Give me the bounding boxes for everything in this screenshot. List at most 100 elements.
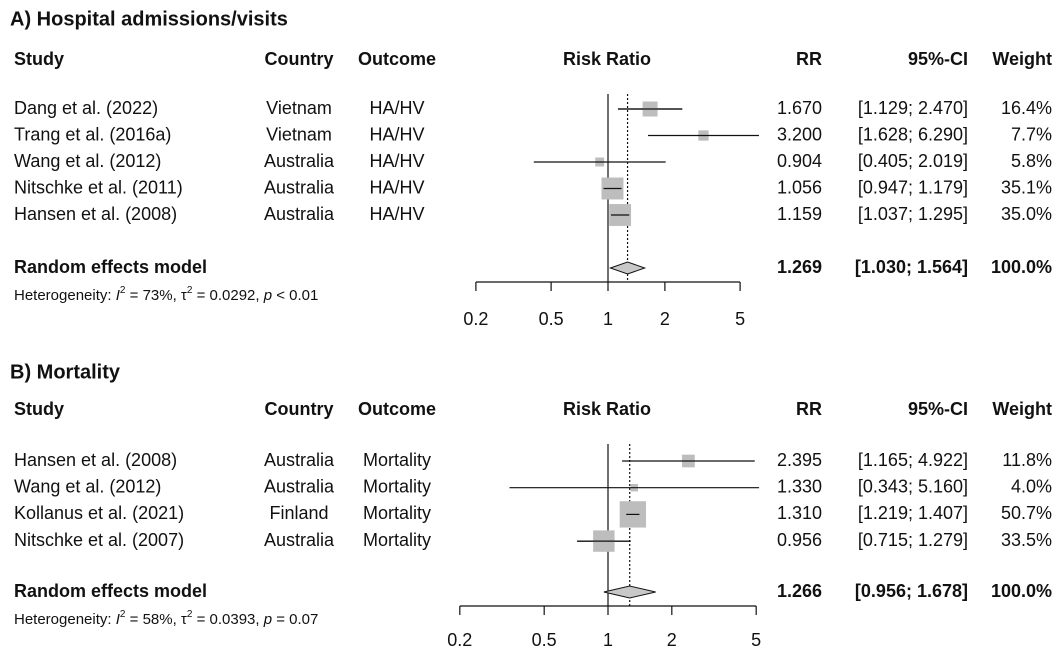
heterogeneity-part: 2 <box>187 609 193 620</box>
outcome: Mortality <box>363 503 431 523</box>
rr-label: 1.159 <box>777 204 822 224</box>
country: Australia <box>264 450 335 470</box>
outcome: Mortality <box>363 530 431 550</box>
heterogeneity-part: = 73%, <box>125 287 180 304</box>
rr-label: 0.904 <box>777 151 822 171</box>
rr-label: 1.330 <box>777 476 822 496</box>
study-name: Nitschke et al. (2011) <box>14 177 183 197</box>
summary-weight: 100.0% <box>991 257 1052 277</box>
country: Australia <box>264 151 335 171</box>
heterogeneity: Heterogeneity: I2 = 58%, τ2 = 0.0393, p … <box>14 609 318 628</box>
heterogeneity-part: Heterogeneity: <box>14 611 116 628</box>
column-header: Country <box>265 399 334 419</box>
weight-label: 5.8% <box>1011 151 1052 171</box>
country: Australia <box>264 476 335 496</box>
heterogeneity-part: Heterogeneity: <box>14 287 116 304</box>
ci-label: [0.343; 5.160] <box>858 476 968 496</box>
weight-label: 16.4% <box>1001 98 1052 118</box>
country: Australia <box>264 177 335 197</box>
rr-label: 1.670 <box>777 98 822 118</box>
rr-label: 1.310 <box>777 503 822 523</box>
x-tick-label: 2 <box>660 309 670 329</box>
heterogeneity-part: 2 <box>187 285 193 296</box>
summary-rr: 1.266 <box>777 581 822 601</box>
weight-label: 11.8% <box>1002 450 1052 470</box>
rr-label: 3.200 <box>777 124 822 144</box>
outcome: Mortality <box>363 476 431 496</box>
column-header: Weight <box>992 49 1052 69</box>
ci-label: [1.129; 2.470] <box>858 98 968 118</box>
country: Australia <box>264 530 335 550</box>
x-tick-label: 0.5 <box>532 630 557 650</box>
summary-ci: [0.956; 1.678] <box>855 581 968 601</box>
column-header: Weight <box>992 399 1052 419</box>
column-header: Outcome <box>358 399 436 419</box>
heterogeneity-part: I <box>116 287 120 304</box>
column-header: 95%-CI <box>908 49 968 69</box>
column-header: Study <box>14 399 64 419</box>
heterogeneity: Heterogeneity: I2 = 73%, τ2 = 0.0292, p … <box>14 285 318 304</box>
column-header: 95%-CI <box>908 399 968 419</box>
heterogeneity-part: < 0.01 <box>272 287 318 304</box>
heterogeneity-part: τ <box>181 287 187 304</box>
country: Australia <box>264 204 335 224</box>
x-tick-label: 1 <box>603 309 613 329</box>
column-header: RR <box>796 49 822 69</box>
x-tick-label: 0.2 <box>463 309 488 329</box>
rr-label: 1.056 <box>777 177 822 197</box>
study-name: Dang et al. (2022) <box>14 98 158 118</box>
x-tick-label: 2 <box>667 630 677 650</box>
heterogeneity-part: = 0.0292, <box>192 287 263 304</box>
heterogeneity-part: 2 <box>120 285 126 296</box>
study-name: Trang et al. (2016a) <box>14 124 171 144</box>
column-header: RR <box>796 399 822 419</box>
weight-label: 33.5% <box>1001 530 1052 550</box>
country: Vietnam <box>266 98 332 118</box>
column-header: Risk Ratio <box>563 49 651 69</box>
country: Finland <box>269 503 328 523</box>
summary-label: Random effects model <box>14 257 207 277</box>
heterogeneity-part: 2 <box>120 609 126 620</box>
x-tick-label: 1 <box>603 630 613 650</box>
heterogeneity-part: = 58%, <box>125 611 180 628</box>
summary-weight: 100.0% <box>991 581 1052 601</box>
weight-label: 4.0% <box>1011 476 1052 496</box>
study-name: Wang et al. (2012) <box>14 476 161 496</box>
weight-label: 35.0% <box>1001 204 1052 224</box>
ci-label: [0.405; 2.019] <box>858 151 968 171</box>
outcome: HA/HV <box>369 124 424 144</box>
outcome: HA/HV <box>369 177 424 197</box>
study-name: Hansen et al. (2008) <box>14 450 177 470</box>
summary-ci: [1.030; 1.564] <box>855 257 968 277</box>
x-tick-label: 0.5 <box>539 309 564 329</box>
ci-label: [1.219; 1.407] <box>858 503 968 523</box>
study-name: Wang et al. (2012) <box>14 151 161 171</box>
column-header: Country <box>265 49 334 69</box>
panel-title: A) Hospital admissions/visits <box>10 8 288 30</box>
weight-label: 35.1% <box>1001 177 1052 197</box>
outcome: HA/HV <box>369 204 424 224</box>
heterogeneity-part: = 0.07 <box>272 611 318 628</box>
x-tick-label: 5 <box>735 309 745 329</box>
heterogeneity-part: = 0.0393, <box>192 611 263 628</box>
ci-label: [0.715; 1.279] <box>858 530 968 550</box>
summary-diamond <box>603 585 656 599</box>
ci-label: [0.947; 1.179] <box>858 177 968 197</box>
x-tick-label: 5 <box>751 630 761 650</box>
weight-label: 7.7% <box>1011 124 1052 144</box>
ci-label: [1.165; 4.922] <box>858 450 968 470</box>
summary-label: Random effects model <box>14 581 207 601</box>
heterogeneity-part: p <box>263 287 272 304</box>
summary-diamond <box>608 261 647 275</box>
column-header: Risk Ratio <box>563 399 651 419</box>
ci-label: [1.628; 6.290] <box>858 124 968 144</box>
panel-title: B) Mortality <box>10 361 121 383</box>
study-name: Hansen et al. (2008) <box>14 204 177 224</box>
weight-label: 50.7% <box>1001 503 1052 523</box>
study-name: Nitschke et al. (2007) <box>14 530 184 550</box>
column-header: Outcome <box>358 49 436 69</box>
column-header: Study <box>14 49 64 69</box>
summary-rr: 1.269 <box>777 257 822 277</box>
heterogeneity-part: p <box>263 611 272 628</box>
